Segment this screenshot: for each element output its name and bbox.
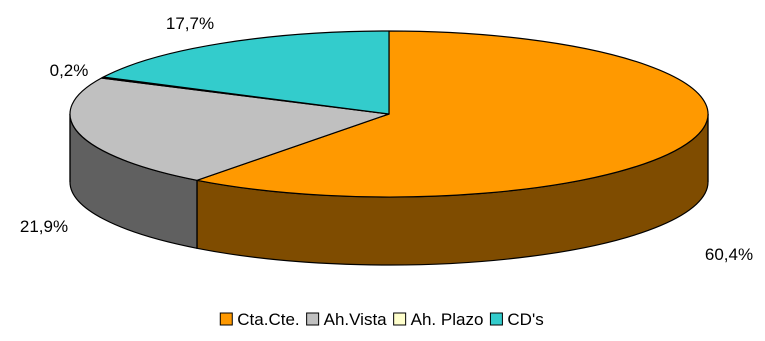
pie-slice-cd-s — [102, 30, 390, 115]
legend-label-cta-cte: Cta.Cte. — [237, 310, 299, 329]
pie-slice-ah-vista — [69, 77, 390, 181]
pie-tops — [69, 30, 709, 198]
legend-label-ah-plazo: Ah. Plazo — [411, 310, 484, 329]
legend-item-cd-s: CD's — [489, 310, 544, 329]
data-label-cta-cte: 60,4% — [705, 245, 753, 264]
legend-swatch-cta-cte — [219, 312, 233, 326]
legend-label-ah-vista: Ah.Vista — [324, 310, 388, 329]
legend-swatch-ah-plazo — [393, 312, 407, 326]
legend-item-ah-vista: Ah.Vista — [306, 310, 388, 329]
data-label-cd-s: 17,7% — [166, 14, 214, 33]
legend-item-ah-plazo: Ah. Plazo — [393, 310, 484, 329]
pie-data-labels: 60,4% 21,9% 0,2% 17,7% — [20, 14, 753, 264]
legend-swatch-cd-s — [489, 312, 503, 326]
legend-swatch-ah-vista — [306, 312, 320, 326]
legend-item-cta-cte: Cta.Cte. — [219, 310, 300, 329]
legend-label-cd-s: CD's — [507, 310, 543, 329]
data-label-ah-vista: 21,9% — [20, 217, 68, 236]
legend: Cta.Cte. Ah.Vista Ah. Plazo CD's — [219, 310, 544, 329]
data-label-ah-plazo: 0,2% — [50, 61, 89, 80]
pie-slice-cta-cte — [196, 30, 709, 198]
